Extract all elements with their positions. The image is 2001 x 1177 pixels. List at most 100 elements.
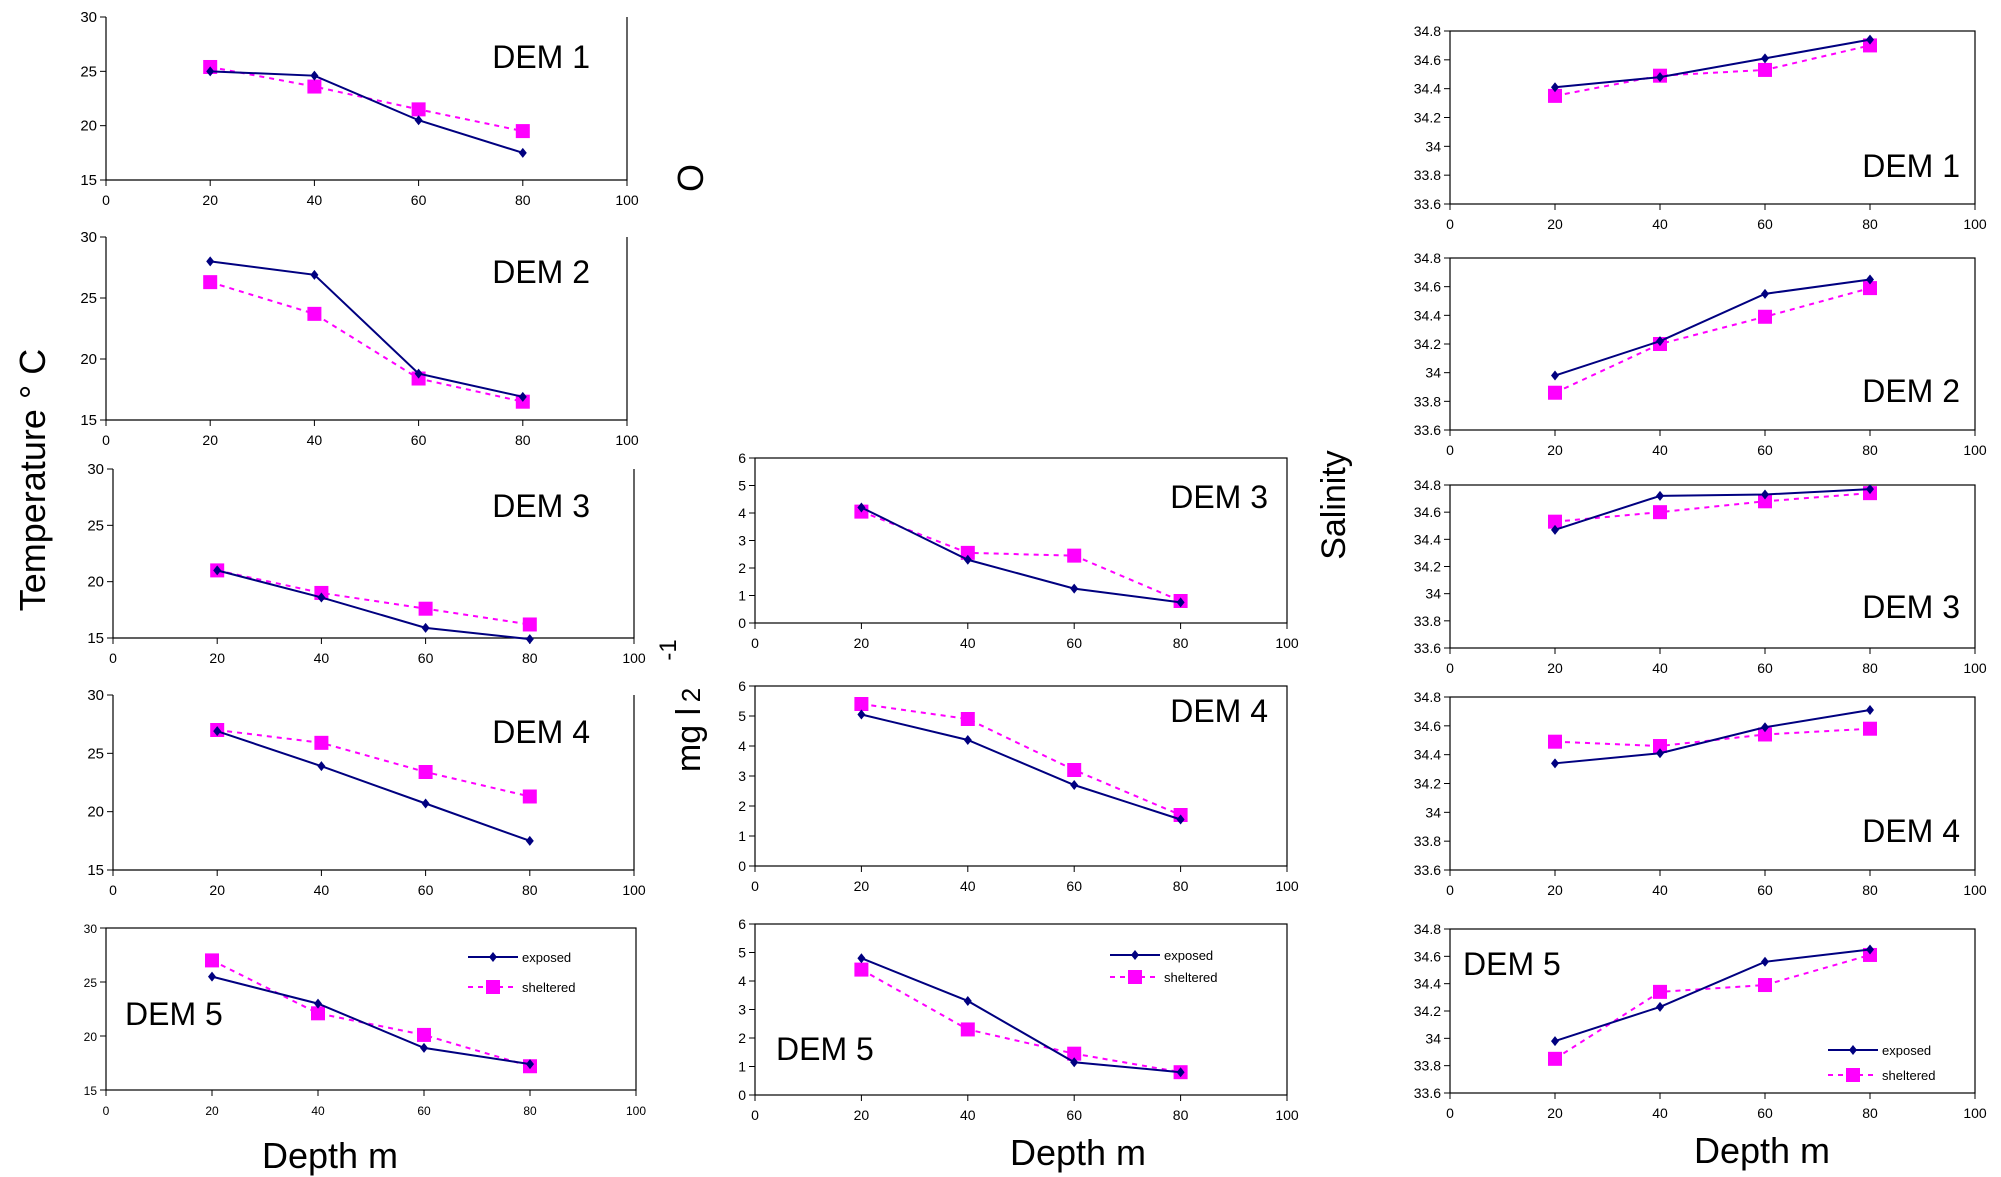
x-tick-label: 40 — [311, 1104, 325, 1118]
sheltered-point — [1653, 739, 1667, 754]
y-tick-label: 33.6 — [1414, 196, 1441, 212]
x-tick-label: 20 — [209, 650, 225, 666]
sheltered-point — [311, 1006, 325, 1021]
sheltered-point — [417, 1027, 431, 1042]
exposed-series-line — [1554, 38, 1871, 89]
exposed-point — [213, 726, 222, 737]
y-tick-label: 33.8 — [1414, 1058, 1441, 1074]
sheltered-point — [960, 1022, 975, 1037]
exposed-point — [310, 269, 319, 280]
x-tick-label: 0 — [751, 635, 759, 651]
y-tick-label: 30 — [80, 9, 97, 26]
panel-title: DEM 4 — [492, 714, 590, 750]
sheltered-point — [1548, 734, 1562, 749]
y-tick-label: 34 — [1425, 804, 1441, 820]
x-tick-label: 0 — [103, 1104, 110, 1118]
oxygen-ylabel-unit: mg l — [670, 708, 708, 772]
exposed-series-line — [860, 506, 1181, 604]
x-tick-label: 60 — [1757, 442, 1773, 458]
x-tick-label: 20 — [1547, 442, 1563, 458]
exposed-point — [1761, 722, 1769, 733]
temp-dem5-chart: 15 20 25 30 0 20 40 60 80 100 DEM 5 exposed sheltere… — [84, 922, 647, 1118]
y-tick-label: 34.8 — [1414, 250, 1441, 266]
x-tick-label: 100 — [622, 650, 646, 666]
exposed-legend-marker — [489, 952, 497, 962]
x-tick-label: 0 — [751, 1107, 759, 1123]
exposed-point — [1070, 780, 1079, 790]
y-tick-label: 33.8 — [1414, 393, 1441, 409]
y-tick-label: 34.2 — [1414, 776, 1441, 792]
exposed-point — [213, 565, 222, 576]
sheltered-point — [960, 545, 975, 560]
panel-title: DEM 4 — [1862, 813, 1960, 849]
exposed-point — [1761, 956, 1769, 967]
exposed-series-line — [216, 569, 530, 641]
y-tick-label: 30 — [84, 922, 98, 936]
sal-dem2-chart: 33.6 33.8 34 34.2 34.4 34.6 34.8 0 20 40 60 80 100 DE… — [1414, 250, 1987, 458]
y-tick-label: 0 — [738, 615, 746, 631]
exposed-series-line — [216, 730, 531, 842]
legend: exposed sheltered — [1828, 1043, 1935, 1083]
y-tick-label: 34.4 — [1414, 81, 1441, 97]
exposed-point — [314, 998, 322, 1009]
exposed-legend-marker — [1131, 950, 1139, 960]
sheltered-series-line — [217, 729, 531, 798]
exposed-series-line — [1554, 948, 1871, 1043]
x-tick-label: 40 — [960, 878, 976, 894]
y-tick-label: 33.6 — [1414, 640, 1441, 656]
y-tick-label: 34.6 — [1414, 52, 1441, 68]
exposed-point — [526, 1059, 534, 1070]
oxygen-ylabel-subscript: 2 — [676, 688, 706, 702]
x-tick-label: 60 — [1066, 1107, 1082, 1123]
y-tick-label: 4 — [738, 738, 746, 754]
y-tick-label: 34 — [1425, 1030, 1441, 1046]
y-tick-label: 2 — [738, 798, 746, 814]
y-tick-label: 4 — [738, 973, 746, 989]
y-tick-label: 6 — [738, 678, 746, 694]
sheltered-point — [1067, 548, 1082, 563]
y-tick-label: 33.8 — [1414, 613, 1441, 629]
x-tick-label: 60 — [411, 192, 427, 208]
sheltered-point — [411, 102, 426, 117]
sheltered-series-line — [210, 66, 524, 133]
sal-dem3-chart: 33.6 33.8 34 34.2 34.4 34.6 34.8 0 20 40 60 80 100 DE… — [1414, 477, 1987, 676]
exposed-series-line — [210, 260, 524, 398]
exposed-point — [518, 391, 527, 402]
sheltered-series-line — [861, 703, 1181, 816]
panel-title: DEM 5 — [1463, 946, 1561, 982]
y-tick-label: 25 — [87, 517, 104, 534]
x-tick-label: 40 — [1652, 882, 1668, 898]
exposed-point — [317, 761, 326, 772]
exposed-point — [525, 634, 534, 645]
y-tick-label: 0 — [738, 858, 746, 874]
x-tick-label: 100 — [615, 192, 639, 208]
x-tick-label: 20 — [854, 1107, 870, 1123]
plot-frame — [112, 469, 635, 639]
x-tick-label: 40 — [1652, 660, 1668, 676]
sheltered-point — [418, 601, 433, 616]
legend: exposed sheltered — [1110, 948, 1217, 985]
temperature-ylabel: Temperature ° C — [12, 349, 53, 612]
sheltered-point — [307, 79, 322, 94]
sheltered-point — [1863, 281, 1877, 296]
exposed-point — [1070, 583, 1079, 594]
y-tick-label: 34.4 — [1414, 307, 1441, 323]
exposed-point — [414, 368, 423, 379]
y-tick-label: 34.8 — [1414, 921, 1441, 937]
sheltered-point — [1067, 763, 1082, 777]
x-tick-label: 20 — [202, 192, 218, 208]
x-tick-label: 80 — [1862, 660, 1878, 676]
plot-frame — [105, 17, 628, 181]
oxygen-xlabel: Depth m — [1010, 1132, 1146, 1173]
x-tick-label: 60 — [418, 882, 434, 898]
panel-title: DEM 2 — [492, 254, 590, 290]
exposed-point — [206, 256, 215, 267]
x-tick-label: 100 — [1275, 1107, 1299, 1123]
x-tick-label: 20 — [854, 878, 870, 894]
exposed-point — [1176, 1067, 1185, 1078]
y-tick-label: 25 — [80, 290, 97, 307]
exposed-point — [421, 622, 430, 633]
exposed-point — [206, 66, 215, 77]
